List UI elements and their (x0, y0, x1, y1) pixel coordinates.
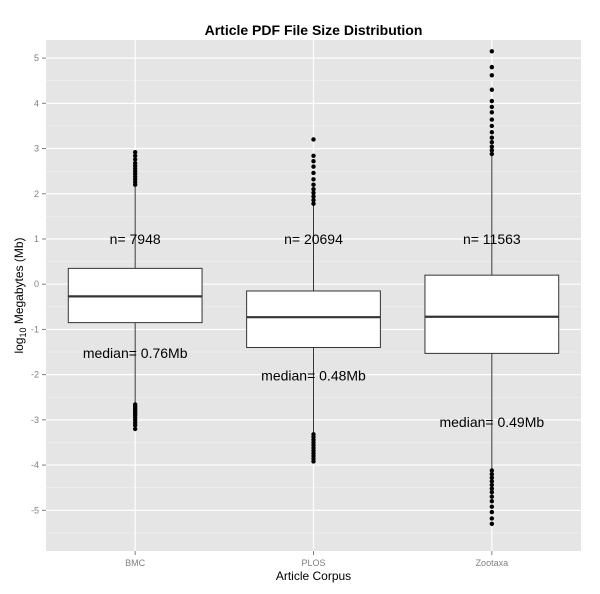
chart-title: Article PDF File Size Distribution (205, 22, 423, 38)
y-tick-label: 2 (34, 189, 39, 199)
outlier-point (311, 153, 316, 158)
outlier-point (489, 123, 495, 129)
outlier-point (489, 148, 495, 153)
outlier-point (489, 475, 495, 480)
annotations: n= 7948 n= 20694 n= 11563 median= 0.76Mb med… (83, 231, 545, 430)
outlier-point (489, 471, 495, 477)
outlier-point (489, 135, 495, 140)
y-tick-label: 5 (34, 53, 39, 63)
outlier-point (489, 479, 495, 484)
outlier-point (489, 486, 495, 491)
annotation-label: median= 0.49Mb (439, 414, 544, 430)
outlier-point (489, 104, 495, 110)
outlier-point (489, 468, 495, 473)
annotation-label: n= 11563 (463, 231, 521, 247)
y-tick-label: 1 (34, 234, 39, 244)
x-axis-title: Article Corpus (276, 569, 351, 583)
y-tick-label: -1 (31, 324, 39, 334)
axis-ticks: -5 -4 -3 -2 -1 0 1 2 3 4 5 BMC PLOS Zootaxa (31, 53, 508, 568)
outlier-point (132, 423, 138, 428)
outlier-point (489, 499, 495, 504)
outlier-point (489, 73, 495, 78)
outlier-point (132, 149, 138, 155)
outlier-point (489, 144, 495, 149)
annotation-label: n= 20694 (284, 231, 343, 247)
outlier-point (311, 194, 316, 199)
x-tick-label: PLOS (301, 558, 325, 568)
outlier-point (311, 190, 316, 196)
y-axis-title: log10 Megabytes (Mb) (12, 237, 28, 353)
outlier-point (489, 490, 495, 495)
outlier-point (489, 130, 495, 135)
y-axis-title-subscript: 10 (18, 328, 28, 338)
outlier-point (489, 516, 495, 521)
x-tick-label: Zootaxa (476, 558, 509, 568)
outlier-point (311, 164, 316, 169)
annotation-label: n= 7948 (110, 231, 161, 247)
y-axis-title-unit: Megabytes (Mb) (12, 237, 26, 327)
outlier-point (132, 153, 138, 158)
outlier-point (311, 182, 316, 187)
outlier-point (311, 158, 316, 164)
iqr-box (246, 290, 381, 349)
outlier-point (489, 151, 495, 157)
y-tick-label: -4 (31, 460, 39, 470)
outlier-point (311, 459, 316, 464)
outlier-point (489, 482, 495, 488)
outlier-point (132, 426, 138, 432)
outlier-point (489, 49, 495, 54)
outlier-point (311, 170, 316, 176)
outlier-point (311, 177, 316, 182)
y-tick-label: 3 (34, 144, 39, 154)
y-tick-label: -3 (31, 415, 39, 425)
outlier-point (489, 87, 495, 92)
outlier-point (311, 137, 316, 142)
outlier-point (489, 494, 495, 499)
x-tick-label: BMC (125, 558, 146, 568)
y-tick-label: -2 (31, 370, 39, 380)
outlier-point (489, 117, 495, 122)
y-axis-title-log: log (12, 338, 26, 354)
y-tick-label: -5 (31, 505, 39, 515)
y-tick-label: 4 (34, 98, 39, 108)
outlier-point (489, 521, 495, 527)
outlier-point (489, 110, 495, 115)
y-tick-label: 0 (34, 279, 39, 289)
outlier-point (489, 509, 495, 515)
iqr-box (424, 274, 560, 354)
annotation-label: median= 0.48Mb (261, 368, 366, 384)
outlier-point (489, 140, 495, 145)
outlier-point (311, 187, 316, 192)
outlier-point (311, 201, 316, 206)
boxes (67, 49, 560, 527)
annotation-label: median= 0.76Mb (83, 345, 188, 361)
outlier-point (132, 160, 138, 166)
outlier-point (489, 504, 495, 509)
outlier-point (132, 157, 138, 162)
outlier-point (489, 98, 495, 104)
outlier-point (311, 197, 316, 203)
outlier-point (489, 64, 495, 70)
